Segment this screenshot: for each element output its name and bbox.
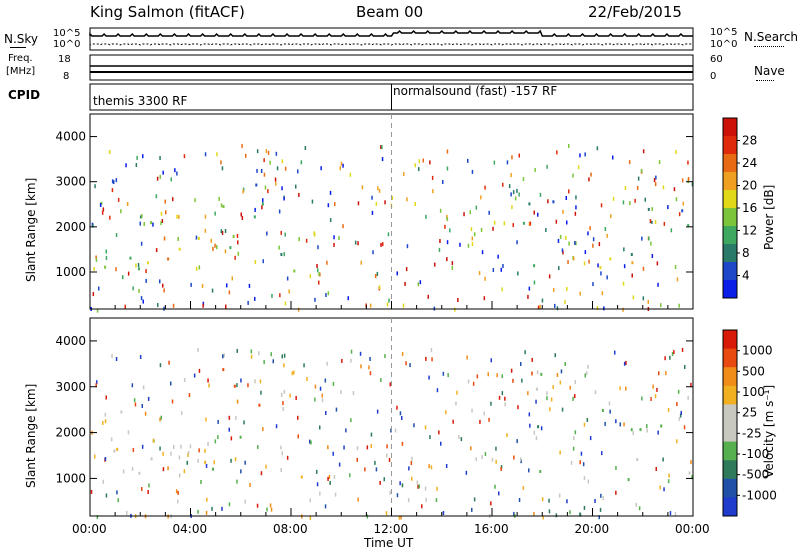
nsky-label-underline bbox=[10, 47, 26, 48]
velocity-ytick-label-0: 1000 bbox=[55, 471, 86, 485]
nsearch-label-dots bbox=[754, 46, 784, 47]
power-colorbar-seg-4 bbox=[723, 190, 737, 209]
velocity-colorbar-seg-6 bbox=[723, 441, 737, 461]
velocity-ytick-label-2: 3000 bbox=[55, 380, 86, 394]
power-colorbar-label-4: 12 bbox=[742, 224, 757, 238]
nsearch-tick-low: 10^0 bbox=[710, 39, 738, 50]
freq-label-line1: Freq. bbox=[8, 53, 33, 64]
x-tick-label-5: 20:00 bbox=[574, 522, 610, 536]
power-colorbar-seg-7 bbox=[723, 244, 737, 263]
velocity-colorbar-label-3: 25 bbox=[742, 406, 757, 420]
velocity-colorbar-label-0: 1000 bbox=[742, 344, 773, 358]
nsky-panel-frame bbox=[89, 27, 694, 51]
station-title: King Salmon (fitACF) bbox=[90, 3, 245, 21]
velocity-colorbar-seg-0 bbox=[723, 330, 737, 350]
freq-label-line2: [MHz] bbox=[6, 66, 36, 77]
power-colorbar-label-6: 4 bbox=[742, 269, 750, 283]
velocity-data-cells bbox=[90, 347, 693, 520]
power-colorbar-label-3: 16 bbox=[742, 201, 757, 215]
freq-panel-frame bbox=[89, 54, 694, 81]
freq-tick-high: 18 bbox=[58, 54, 71, 65]
x-tick-label-3: 12:00 bbox=[373, 522, 409, 536]
velocity-colorbar-label-2: 100 bbox=[742, 385, 765, 399]
nsearch-trace bbox=[89, 43, 694, 46]
velocity-colorbar-seg-5 bbox=[723, 423, 737, 443]
nsearch-label: N.Search bbox=[744, 30, 799, 44]
date-title: 22/Feb/2015 bbox=[588, 3, 682, 21]
nsearch-tick-high: 10^5 bbox=[710, 27, 738, 38]
velocity-colorbar-label-1: 500 bbox=[742, 364, 765, 378]
nsky-label: N.Sky bbox=[4, 32, 39, 46]
nave-tick-low: 0 bbox=[710, 71, 717, 82]
power-colorbar-seg-2 bbox=[723, 154, 737, 173]
velocity-colorbar-label-4: -25 bbox=[742, 426, 762, 440]
power-ytick-label-0: 1000 bbox=[55, 265, 86, 279]
x-tick-label-4: 16:00 bbox=[474, 522, 509, 536]
x-tick-label-6: 00:00 bbox=[675, 522, 710, 536]
x-tick-label-0: 00:00 bbox=[72, 522, 107, 536]
nsky-trace bbox=[89, 29, 693, 37]
power-colorbar-seg-0 bbox=[723, 118, 737, 137]
velocity-colorbar-seg-2 bbox=[723, 367, 737, 387]
velocity-colorbar-seg-7 bbox=[723, 460, 737, 480]
velocity-colorbar-seg-1 bbox=[723, 348, 737, 368]
power-colorbar-seg-1 bbox=[723, 136, 737, 155]
power-data-cells bbox=[90, 143, 694, 313]
power-colorbar-seg-5 bbox=[723, 208, 737, 227]
power-colorbar-label-5: 8 bbox=[742, 246, 750, 260]
x-axis-label: Time UT bbox=[364, 536, 414, 550]
nave-label: Nave bbox=[754, 64, 785, 78]
cpid-label: CPID bbox=[8, 88, 41, 102]
velocity-colorbar-label-5: -100 bbox=[742, 447, 769, 461]
nsky-tick-low: 10^0 bbox=[53, 39, 81, 50]
velocity-colorbar-seg-3 bbox=[723, 385, 737, 405]
velocity-colorbar-frame bbox=[722, 329, 738, 517]
velocity-colorbar-seg-4 bbox=[723, 404, 737, 424]
power-ytick-label-3: 4000 bbox=[55, 130, 86, 144]
power-colorbar-label-2: 20 bbox=[742, 179, 757, 193]
x-tick-label-2: 08:00 bbox=[273, 522, 308, 536]
power-colorbar-seg-6 bbox=[723, 226, 737, 245]
power-colorbar-seg-8 bbox=[723, 262, 737, 281]
velocity-ytick-label-1: 2000 bbox=[55, 426, 86, 440]
velocity-colorbar-seg-9 bbox=[723, 497, 737, 517]
power-colorbar-seg-9 bbox=[723, 280, 737, 299]
power-colorbar-label-0: 28 bbox=[742, 134, 757, 148]
velocity-colorbar-label-6: -500 bbox=[742, 468, 769, 482]
velocity-ytick-label-3: 4000 bbox=[55, 334, 86, 348]
freq-tick-low: 8 bbox=[63, 71, 70, 82]
beam-title: Beam 00 bbox=[356, 3, 424, 21]
x-tick-label-1: 04:00 bbox=[172, 522, 208, 536]
nave-tick-high: 60 bbox=[710, 54, 723, 65]
nave-label-dots bbox=[756, 80, 774, 81]
cpid-segment-1: themis 3300 RF bbox=[93, 94, 188, 108]
power-ytick-label-2: 3000 bbox=[55, 175, 86, 189]
cpid-segment-2: normalsound (fast) -157 RF bbox=[393, 84, 558, 98]
power-colorbar-label-1: 24 bbox=[742, 156, 757, 170]
power-ytick-label-1: 2000 bbox=[55, 220, 86, 234]
nsky-tick-high: 10^5 bbox=[53, 28, 81, 39]
velocity-colorbar-label-7: -1000 bbox=[742, 488, 777, 502]
velocity-colorbar-seg-8 bbox=[723, 478, 737, 498]
power-colorbar-seg-3 bbox=[723, 172, 737, 191]
